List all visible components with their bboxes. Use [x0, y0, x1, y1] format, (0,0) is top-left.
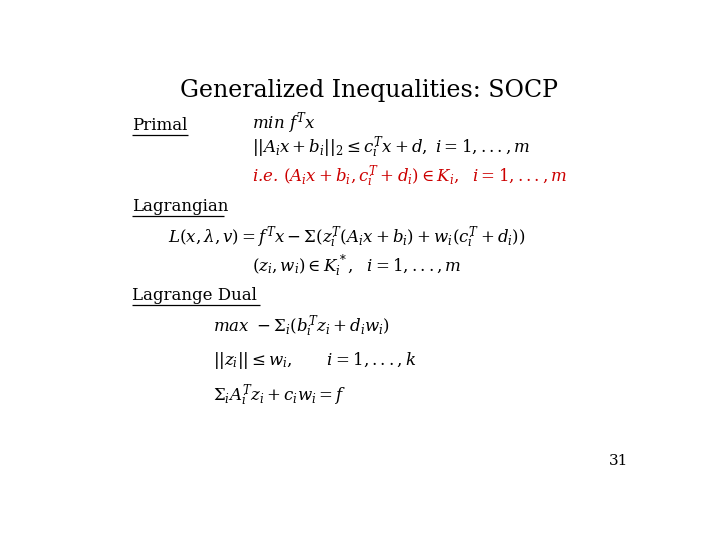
Text: $L(x,\lambda,v) = f^T x - \Sigma(z_i^T(A_i x+b_i)+w_i(c_i^T+d_i))$: $L(x,\lambda,v) = f^T x - \Sigma(z_i^T(A…: [168, 224, 526, 251]
Text: $||z_i|| \leq w_i, \qquad i = 1,...,k$: $||z_i|| \leq w_i, \qquad i = 1,...,k$: [213, 349, 416, 370]
Text: Lagrangian: Lagrangian: [132, 198, 228, 215]
Text: $(z_i, w_i) \in K_i^*,\ \ i = 1,...,m$: $(z_i, w_i) \in K_i^*,\ \ i = 1,...,m$: [252, 254, 462, 279]
Text: i.e. $(A_i x + b_i, c_i^T + d_i) \in K_i,\ \ i = 1,...,m$: i.e. $(A_i x + b_i, c_i^T + d_i) \in K_i…: [252, 164, 567, 190]
Text: Generalized Inequalities: SOCP: Generalized Inequalities: SOCP: [180, 79, 558, 103]
Text: $max\ -\Sigma_i(b_i^T z_i + d_i w_i)$: $max\ -\Sigma_i(b_i^T z_i + d_i w_i)$: [213, 314, 390, 340]
Text: Lagrange Dual: Lagrange Dual: [132, 287, 257, 304]
Text: $||A_i x + b_i||_2 \leq c_i^T x + d,\ i = 1,...,m$: $||A_i x + b_i||_2 \leq c_i^T x + d,\ i …: [252, 135, 530, 161]
Text: $\Sigma_i A_i^T z_i + c_i w_i = f$: $\Sigma_i A_i^T z_i + c_i w_i = f$: [213, 382, 346, 409]
Text: 31: 31: [609, 454, 629, 468]
Text: $min\ f^T x$: $min\ f^T x$: [252, 110, 315, 136]
Text: Primal: Primal: [132, 117, 187, 133]
